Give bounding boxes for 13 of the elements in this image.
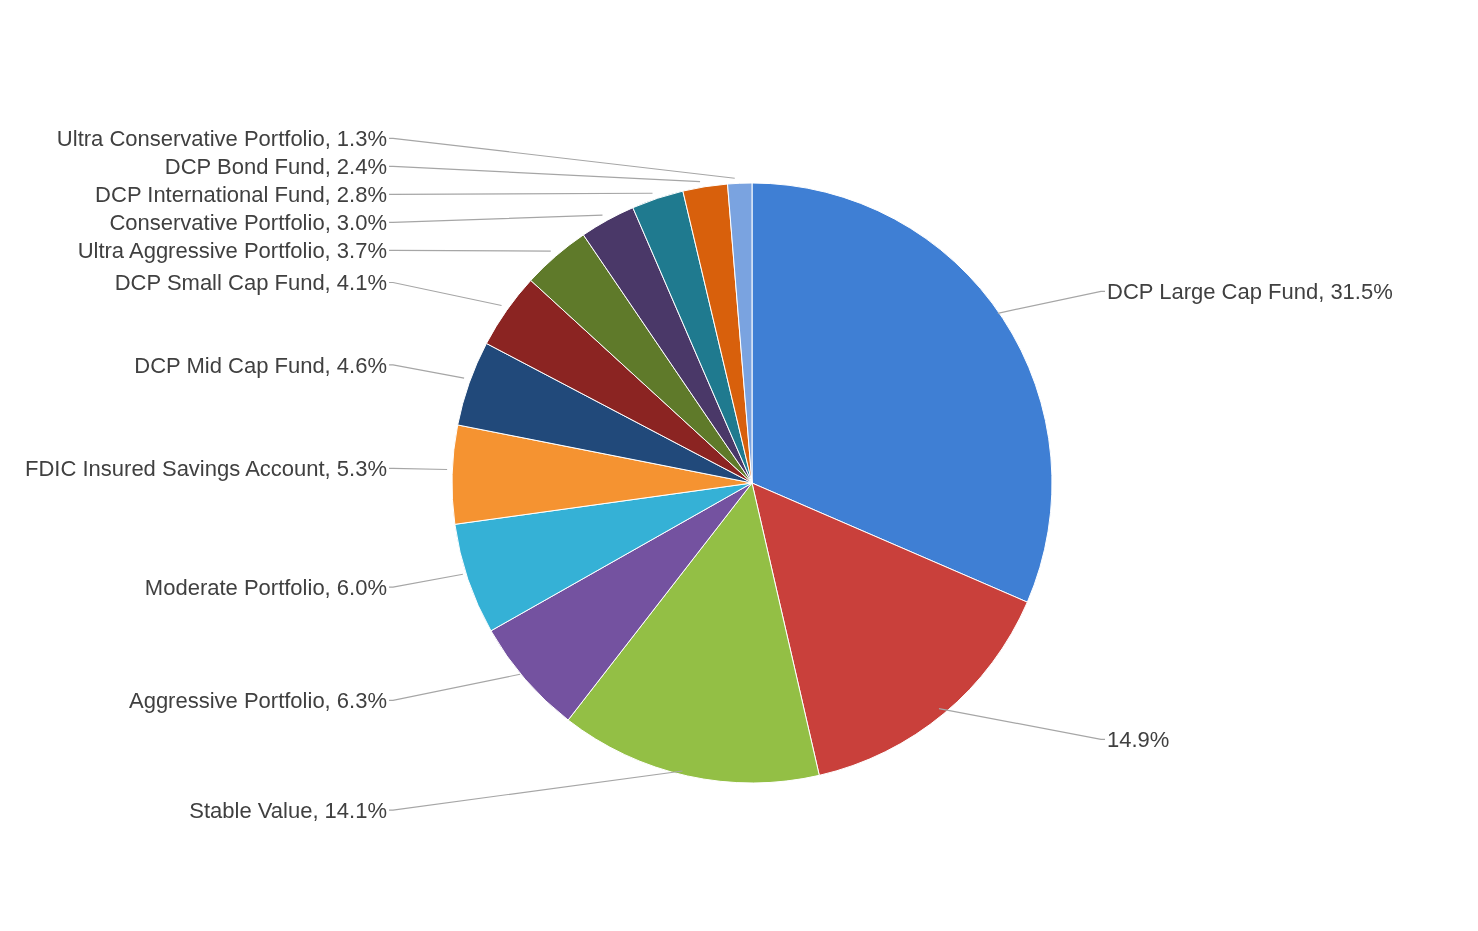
slice-label: DCP Mid Cap Fund, 4.6% bbox=[134, 352, 387, 378]
slice-label: DCP Bond Fund, 2.4% bbox=[164, 153, 387, 179]
slice-label: DCP International Fund, 2.8% bbox=[95, 181, 387, 207]
slice-label: Stable Value, 14.1% bbox=[189, 797, 387, 823]
slice-label: FDIC Insured Savings Account, 5.3% bbox=[25, 456, 387, 482]
slice-label: Conservative Portfolio, 3.0% bbox=[109, 209, 387, 235]
slice-label: DCP Small Cap Fund, 4.1% bbox=[114, 270, 387, 296]
slice-label: Aggressive Portfolio, 6.3% bbox=[128, 688, 387, 714]
data-label: 14.9% bbox=[1107, 726, 1170, 752]
slice-label: Moderate Portfolio, 6.0% bbox=[144, 574, 387, 600]
slice-label: Ultra Aggressive Portfolio, 3.7% bbox=[77, 237, 387, 263]
slice-label: Ultra Conservative Portfolio, 1.3% bbox=[56, 125, 387, 151]
slice-label: DCP Large Cap Fund, 31.5% bbox=[1107, 279, 1393, 305]
